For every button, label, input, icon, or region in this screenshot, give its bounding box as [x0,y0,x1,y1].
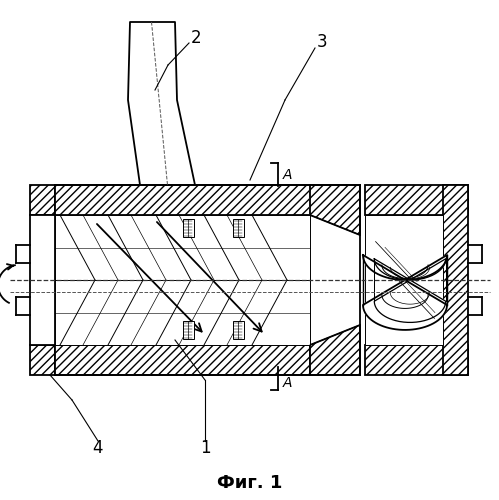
Bar [30,185,55,215]
Polygon shape [310,185,360,235]
Text: A: A [283,376,292,390]
Bar [55,185,310,215]
Bar [443,185,468,375]
Polygon shape [128,22,195,185]
Bar [233,321,244,339]
Polygon shape [310,185,360,235]
Bar [233,219,244,237]
Text: Фиг. 1: Фиг. 1 [217,474,283,492]
Bar [55,215,310,345]
Polygon shape [310,325,360,375]
Bar [55,345,310,375]
Polygon shape [363,255,447,330]
Text: 2: 2 [191,29,201,47]
Text: 1: 1 [200,439,210,457]
Polygon shape [374,259,446,322]
Text: 3: 3 [317,33,327,51]
Bar [30,215,55,345]
Bar [183,219,194,237]
Bar [365,215,443,345]
Text: 4: 4 [93,439,103,457]
Text: A: A [283,168,292,182]
Bar [183,321,194,339]
Bar [30,345,55,375]
Bar [365,185,468,215]
Bar [365,345,468,375]
